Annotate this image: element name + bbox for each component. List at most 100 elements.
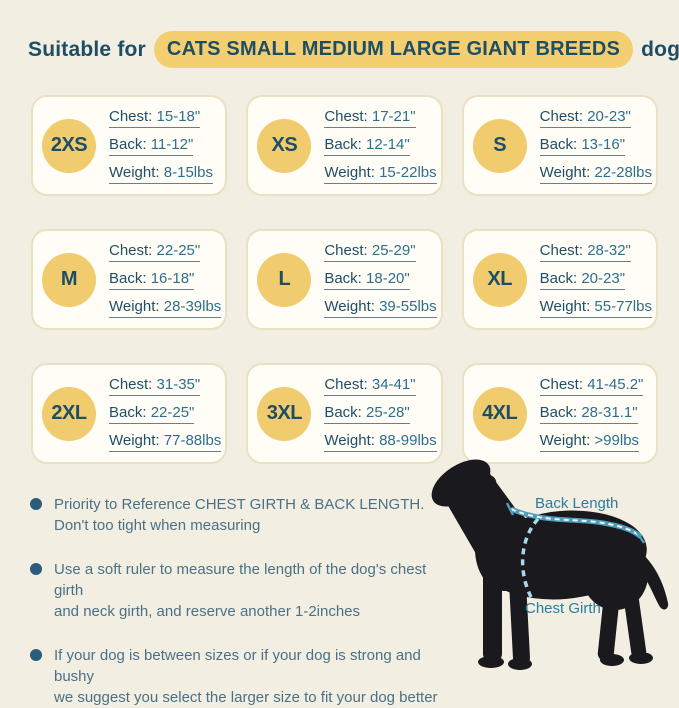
- size-card-xs: XS Chest: 17-21" Back: 12-14" Weight: 15…: [246, 95, 443, 196]
- chest-value: 15-18": [156, 107, 201, 125]
- chest-value: 41-45.2": [587, 375, 644, 393]
- chest-measure: Chest: 25-29": [324, 241, 416, 262]
- measures: Chest: 15-18" Back: 11-12" Weight: 8-15l…: [109, 108, 213, 184]
- size-badge: S: [472, 118, 527, 173]
- back-label: Back:: [324, 269, 362, 287]
- chest-measure: Chest: 41-45.2": [539, 375, 644, 396]
- size-badge: 2XL: [42, 386, 96, 441]
- header: Suitable for CATS SMALL MEDIUM LARGE GIA…: [28, 31, 679, 68]
- header-suffix: dogs: [641, 37, 679, 61]
- weight-measure: Weight: 28-39lbs: [109, 297, 222, 318]
- weight-value: 55-77lbs: [594, 297, 652, 315]
- back-measure: Back: 12-14": [324, 135, 410, 156]
- back-label: Back:: [324, 403, 362, 421]
- weight-measure: Weight: 88-99lbs: [324, 431, 437, 452]
- chest-measure: Chest: 17-21": [324, 107, 416, 128]
- measures: Chest: 22-25" Back: 16-18" Weight: 28-39…: [109, 241, 222, 318]
- chest-girth-label: Chest Girth: [525, 600, 601, 617]
- weight-label: Weight:: [539, 431, 591, 449]
- chest-label: Chest:: [539, 241, 584, 259]
- size-card-m: M Chest: 22-25" Back: 16-18" Weight: 28-…: [31, 229, 228, 330]
- note-text: If your dog is between sizes or if your …: [54, 647, 438, 706]
- measures: Chest: 41-45.2" Back: 28-31.1" Weight: >…: [539, 375, 644, 452]
- weight-label: Weight:: [539, 297, 591, 315]
- back-value: 20-23": [581, 269, 626, 287]
- chest-value: 20-23": [587, 107, 631, 125]
- weight-value: 22-28lbs: [594, 163, 652, 181]
- back-value: 16-18": [150, 269, 195, 287]
- size-badge: L: [257, 252, 312, 307]
- note-text: Priority to Reference CHEST GIRTH & BACK…: [54, 496, 425, 534]
- note-between-sizes: If your dog is between sizes or if your …: [30, 645, 446, 708]
- back-value: 22-25": [150, 403, 195, 421]
- back-value: 12-14": [366, 135, 410, 153]
- back-length-tape: [505, 502, 646, 544]
- chest-value: 28-32": [587, 241, 631, 259]
- weight-value: 77-88lbs: [163, 431, 222, 449]
- size-card-l: L Chest: 25-29" Back: 18-20" Weight: 39-…: [246, 229, 443, 330]
- chest-value: 34-41": [371, 375, 416, 393]
- weight-measure: Weight: 77-88lbs: [109, 431, 222, 452]
- size-badge: XS: [257, 118, 312, 173]
- size-card-2xs: 2XS Chest: 15-18" Back: 11-12" Weight: 8…: [31, 95, 228, 196]
- back-label: Back:: [539, 269, 578, 287]
- size-badge: 3XL: [257, 386, 312, 441]
- back-label: Back:: [109, 403, 147, 421]
- header-highlight-pill: CATS SMALL MEDIUM LARGE GIANT BREEDS: [153, 31, 634, 68]
- weight-value: 88-99lbs: [379, 431, 437, 449]
- chest-label: Chest:: [109, 241, 153, 259]
- bullet-dot-icon: [30, 498, 42, 510]
- chest-measure: Chest: 31-35": [109, 376, 201, 396]
- back-measure: Back: 16-18": [109, 269, 195, 290]
- chest-measure: Chest: 28-32": [539, 241, 631, 262]
- measures: Chest: 17-21" Back: 12-14" Weight: 15-22…: [324, 107, 437, 184]
- back-label: Back:: [109, 135, 147, 153]
- note-priority: Priority to Reference CHEST GIRTH & BACK…: [30, 494, 446, 536]
- chest-measure: Chest: 20-23": [539, 107, 631, 128]
- dog-measurement-diagram: Back Length Chest Girth: [425, 445, 679, 679]
- note-soft-ruler: Use a soft ruler to measure the length o…: [30, 559, 446, 622]
- back-value: 28-31.1": [581, 403, 638, 421]
- header-prefix: Suitable for: [28, 37, 146, 61]
- back-value: 18-20": [366, 269, 410, 287]
- back-measure: Back: 11-12": [109, 135, 194, 156]
- back-label: Back:: [109, 269, 147, 287]
- note-text: Use a soft ruler to measure the length o…: [54, 561, 427, 620]
- back-measure: Back: 18-20": [324, 269, 410, 290]
- weight-value: >99lbs: [594, 431, 640, 449]
- chest-label: Chest:: [109, 107, 153, 125]
- size-badge: M: [42, 252, 96, 307]
- weight-value: 28-39lbs: [163, 297, 222, 315]
- weight-label: Weight:: [109, 297, 160, 315]
- back-measure: Back: 20-23": [539, 269, 626, 290]
- weight-measure: Weight: 22-28lbs: [539, 163, 652, 184]
- back-value: 13-16": [581, 135, 626, 153]
- back-length-label: Back Length: [535, 495, 619, 512]
- weight-measure: Weight: 8-15lbs: [109, 164, 213, 184]
- chest-label: Chest:: [539, 107, 584, 125]
- back-measure: Back: 25-28": [324, 403, 410, 424]
- weight-measure: Weight: >99lbs: [539, 431, 640, 452]
- back-measure: Back: 13-16": [539, 135, 626, 156]
- weight-label: Weight:: [109, 163, 160, 181]
- back-measure: Back: 28-31.1": [539, 403, 638, 424]
- measures: Chest: 34-41" Back: 25-28" Weight: 88-99…: [324, 375, 437, 452]
- measuring-notes: Priority to Reference CHEST GIRTH & BACK…: [30, 494, 446, 708]
- chest-value: 22-25": [156, 241, 201, 259]
- chest-label: Chest:: [324, 107, 368, 125]
- size-card-4xl: 4XL Chest: 41-45.2" Back: 28-31.1" Weigh…: [461, 363, 658, 464]
- back-value: 25-28": [366, 403, 410, 421]
- weight-label: Weight:: [109, 431, 160, 449]
- back-measure: Back: 22-25": [109, 403, 195, 424]
- bullet-dot-icon: [30, 649, 42, 661]
- back-label: Back:: [539, 403, 578, 421]
- back-value: 11-12": [150, 135, 194, 153]
- chest-label: Chest:: [324, 375, 368, 393]
- measures: Chest: 31-35" Back: 22-25" Weight: 77-88…: [109, 376, 222, 452]
- measures: Chest: 20-23" Back: 13-16" Weight: 22-28…: [539, 107, 652, 184]
- measures: Chest: 25-29" Back: 18-20" Weight: 39-55…: [324, 241, 437, 318]
- weight-label: Weight:: [324, 163, 375, 181]
- weight-label: Weight:: [539, 163, 591, 181]
- chest-value: 25-29": [371, 241, 416, 259]
- weight-measure: Weight: 39-55lbs: [324, 298, 437, 318]
